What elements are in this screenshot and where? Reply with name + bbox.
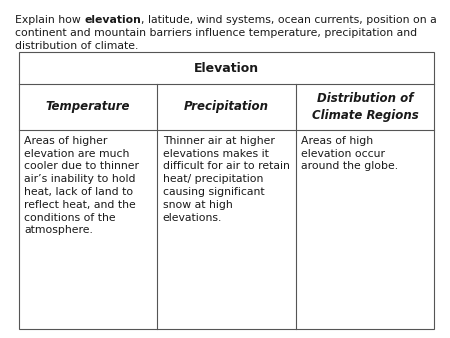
Text: Areas of higher
elevation are much
cooler due to thinner
air’s inability to hold: Areas of higher elevation are much coole… <box>24 136 140 235</box>
Text: Temperature: Temperature <box>46 100 130 114</box>
Text: distribution of climate.: distribution of climate. <box>15 41 138 51</box>
Text: Explain how: Explain how <box>15 15 84 25</box>
Bar <box>19 52 434 329</box>
Text: elevation: elevation <box>84 15 141 25</box>
Text: Precipitation: Precipitation <box>184 100 269 114</box>
Text: Distribution of
Climate Regions: Distribution of Climate Regions <box>312 92 418 122</box>
Text: , latitude, wind systems, ocean currents, position on a: , latitude, wind systems, ocean currents… <box>141 15 436 25</box>
Text: Areas of high
elevation occur
around the globe.: Areas of high elevation occur around the… <box>301 136 398 171</box>
Text: Elevation: Elevation <box>194 62 259 75</box>
Text: continent and mountain barriers influence temperature, precipitation and: continent and mountain barriers influenc… <box>15 28 417 38</box>
Text: Thinner air at higher
elevations makes it
difficult for air to retain
heat/ prec: Thinner air at higher elevations makes i… <box>163 136 290 223</box>
